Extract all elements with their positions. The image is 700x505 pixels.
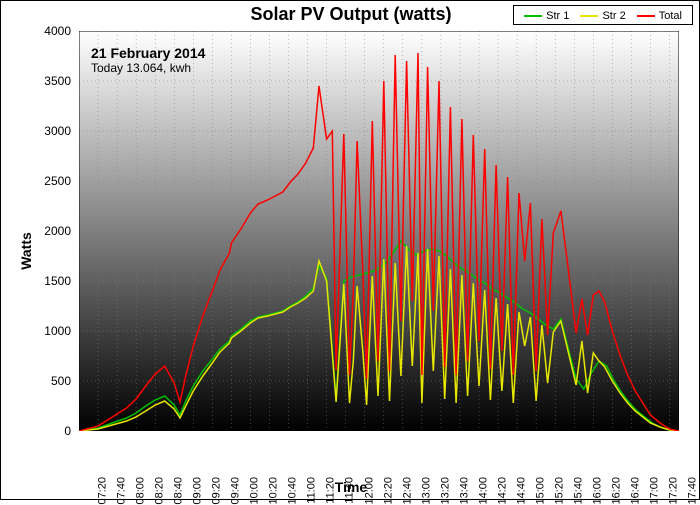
plot-area [79,31,679,431]
x-tick: 09:20 [211,477,223,505]
x-tick: 13:40 [458,477,470,505]
legend-swatch-str2 [580,15,598,17]
legend-label-str2: Str 2 [602,10,625,22]
x-tick: 07:20 [97,477,109,505]
x-tick: 07:40 [116,477,128,505]
x-tick: 08:40 [173,477,185,505]
x-tick: 10:20 [268,477,280,505]
x-tick: 12:00 [363,477,375,505]
x-tick: 17:20 [668,477,680,505]
y-tick: 0 [64,424,71,438]
legend-swatch-str1 [524,15,542,17]
y-tick: 1500 [44,274,71,288]
x-tick: 14:40 [516,477,528,505]
x-tick: 16:40 [630,477,642,505]
y-tick: 4000 [44,24,71,38]
x-tick: 13:00 [420,477,432,505]
x-tick: 15:20 [554,477,566,505]
x-tick: 08:20 [154,477,166,505]
x-tick: 10:00 [249,477,261,505]
x-tick: 15:00 [535,477,547,505]
legend-swatch-total [637,15,655,17]
annotation: 21 February 2014 Today 13.064, kwh [91,45,205,75]
x-tick: 17:00 [649,477,661,505]
x-tick: 12:20 [382,477,394,505]
y-tick: 2500 [44,174,71,188]
x-tick: 16:00 [592,477,604,505]
annotation-date: 21 February 2014 [91,45,205,61]
x-tick: 16:20 [611,477,623,505]
y-tick: 2000 [44,224,71,238]
legend: Str 1 Str 2 Total [513,5,693,25]
x-tick: 09:40 [230,477,242,505]
legend-label-str1: Str 1 [546,10,569,22]
x-tick: 13:20 [439,477,451,505]
legend-item-str1: Str 1 [524,10,569,22]
y-tick: 500 [51,374,71,388]
x-tick: 17:40 [687,477,699,505]
x-tick: 08:00 [135,477,147,505]
y-axis-label: Watts [18,232,34,270]
legend-item-total: Total [637,10,682,22]
annotation-today: Today 13.064, kwh [91,61,205,75]
y-tick: 1000 [44,324,71,338]
x-tick: 14:20 [497,477,509,505]
x-tick: 14:00 [477,477,489,505]
y-tick: 3500 [44,74,71,88]
x-tick: 12:40 [401,477,413,505]
x-tick: 09:00 [192,477,204,505]
x-tick: 15:40 [573,477,585,505]
legend-label-total: Total [659,10,682,22]
legend-item-str2: Str 2 [580,10,625,22]
y-tick: 3000 [44,124,71,138]
chart-frame: { "chart": { "type": "line", "title": "S… [0,0,700,500]
x-tick: 10:40 [287,477,299,505]
